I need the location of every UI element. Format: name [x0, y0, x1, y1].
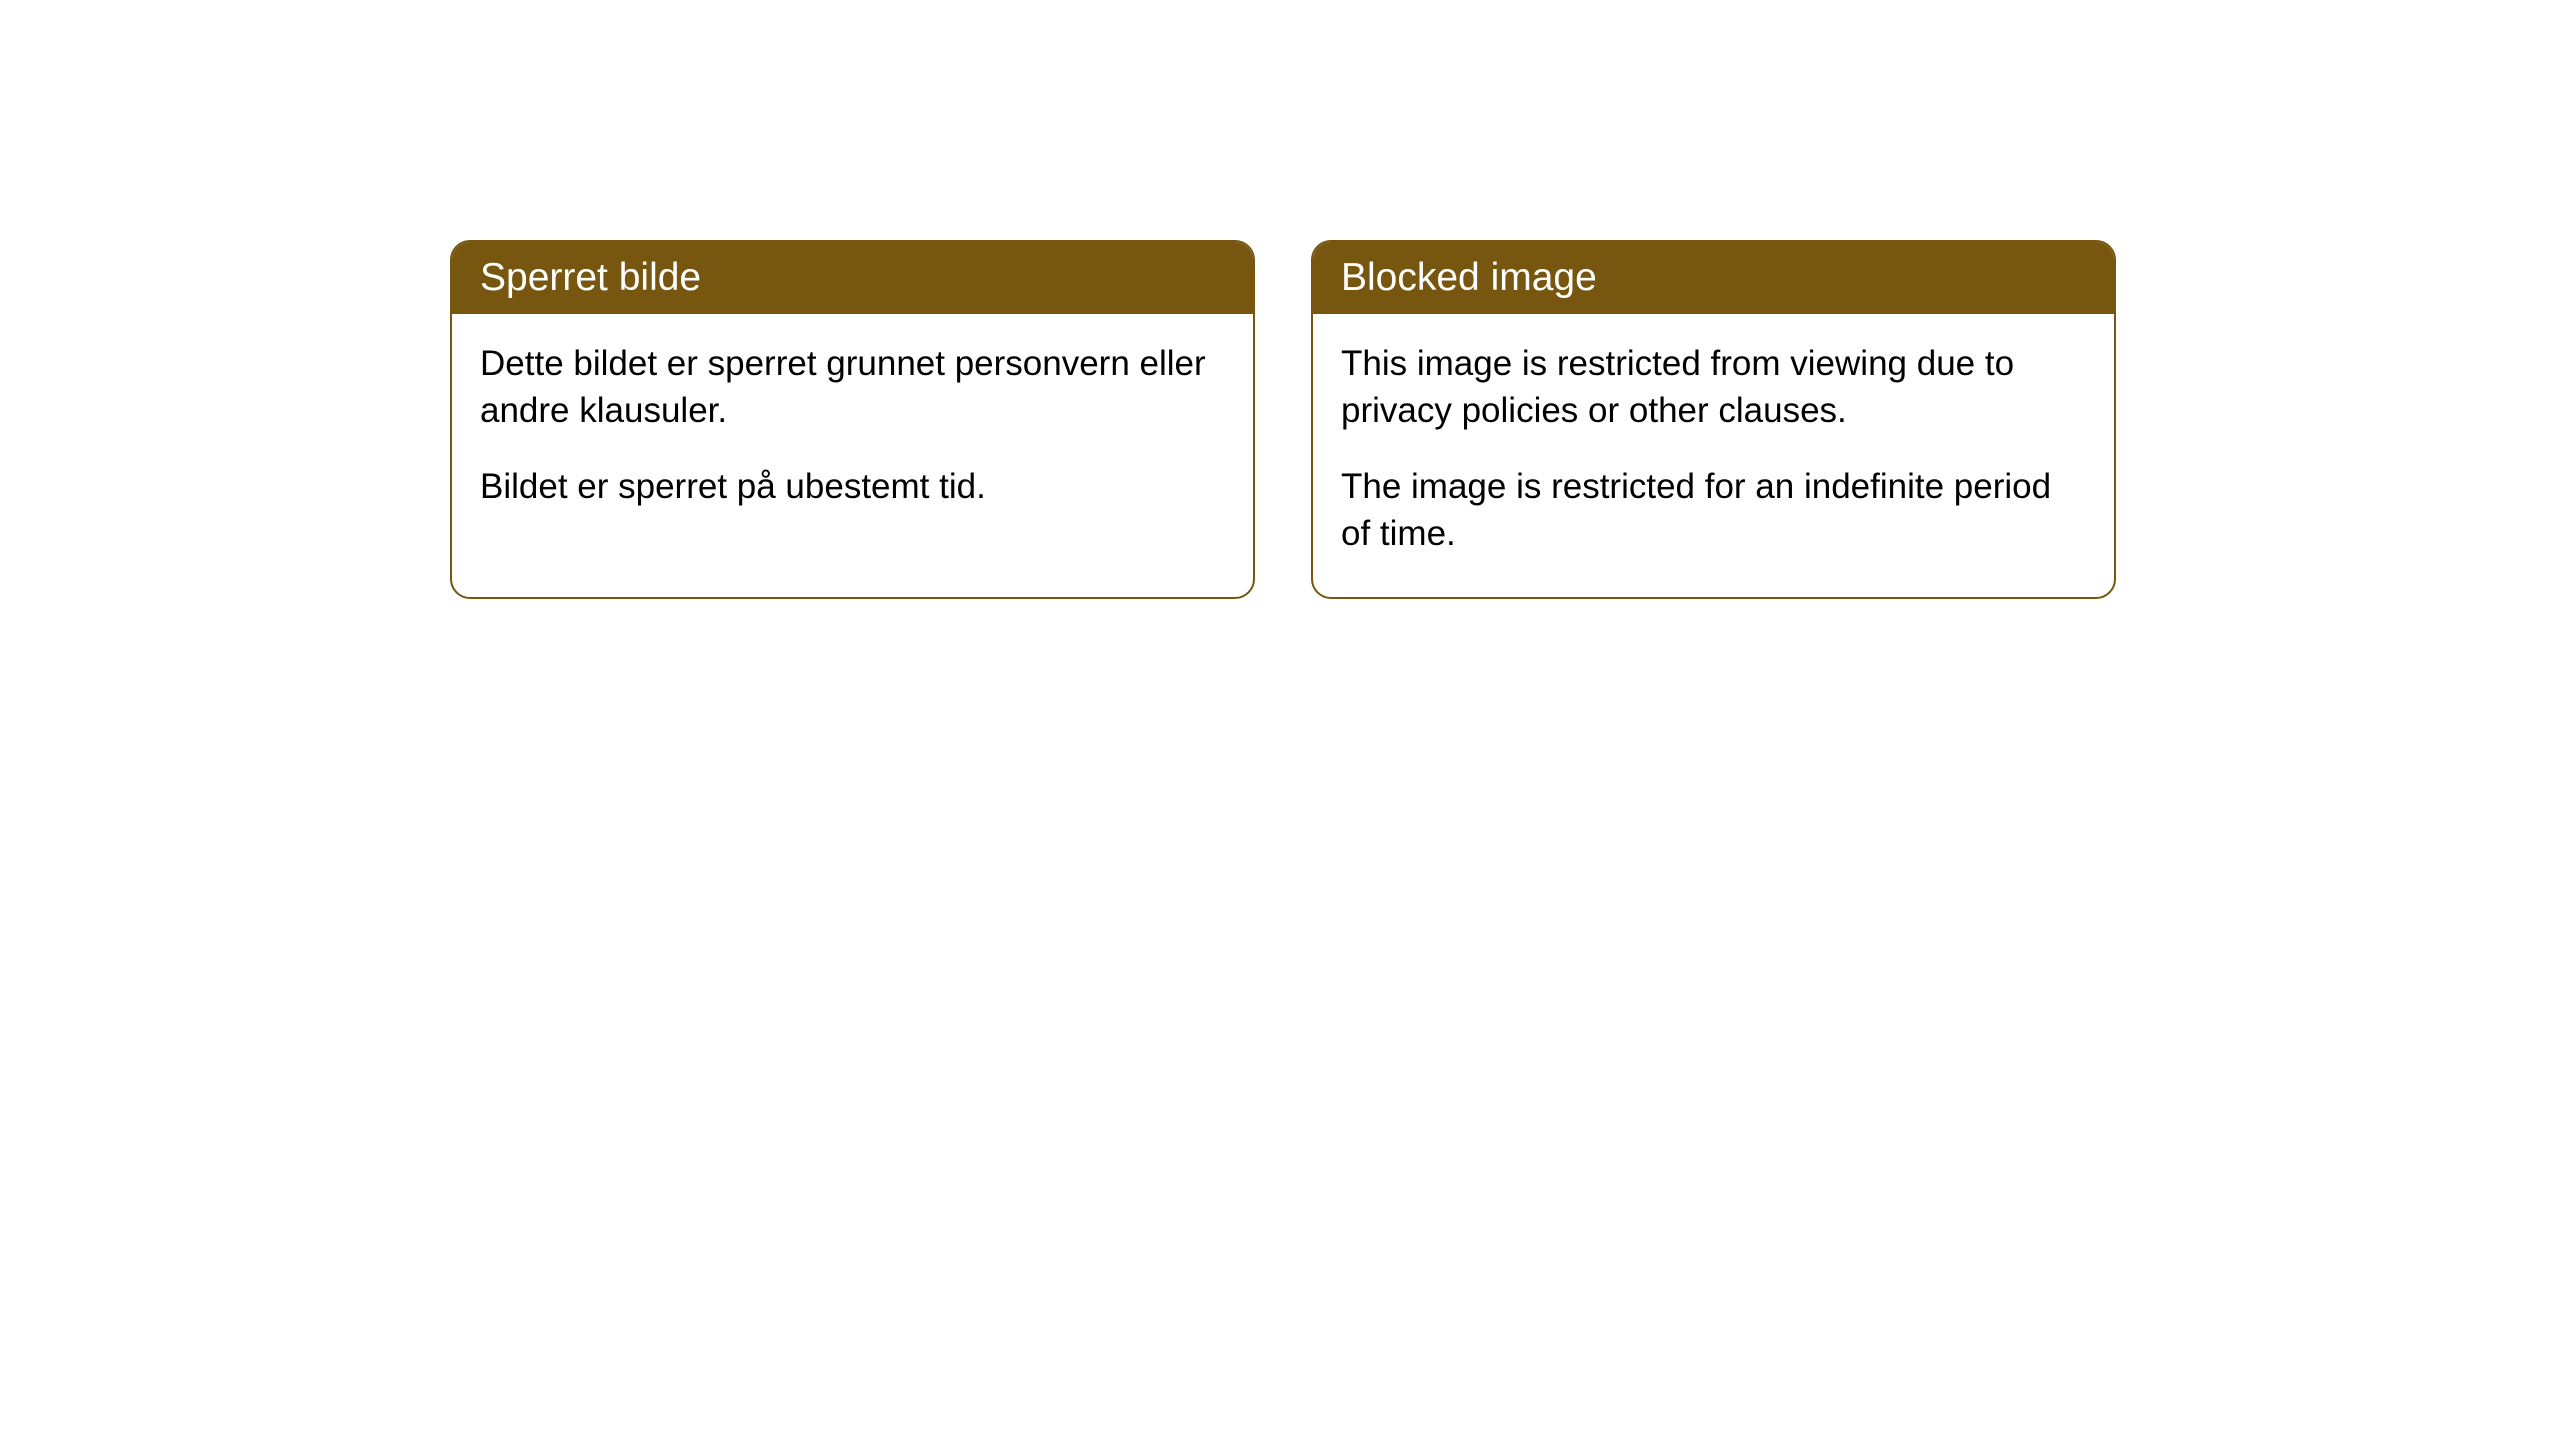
blocked-image-card-en: Blocked image This image is restricted f… — [1311, 240, 2116, 599]
blocked-image-card-no: Sperret bilde Dette bildet er sperret gr… — [450, 240, 1255, 599]
card-title: Sperret bilde — [480, 256, 701, 299]
card-header: Blocked image — [1313, 242, 2114, 314]
card-paragraph: Dette bildet er sperret grunnet personve… — [480, 340, 1225, 435]
card-body: This image is restricted from viewing du… — [1313, 314, 2114, 597]
card-paragraph: Bildet er sperret på ubestemt tid. — [480, 463, 1225, 510]
card-header: Sperret bilde — [452, 242, 1253, 314]
card-paragraph: This image is restricted from viewing du… — [1341, 340, 2086, 435]
card-paragraph: The image is restricted for an indefinit… — [1341, 463, 2086, 558]
card-body: Dette bildet er sperret grunnet personve… — [452, 314, 1253, 550]
notice-cards-container: Sperret bilde Dette bildet er sperret gr… — [450, 240, 2560, 599]
card-title: Blocked image — [1341, 256, 1597, 299]
